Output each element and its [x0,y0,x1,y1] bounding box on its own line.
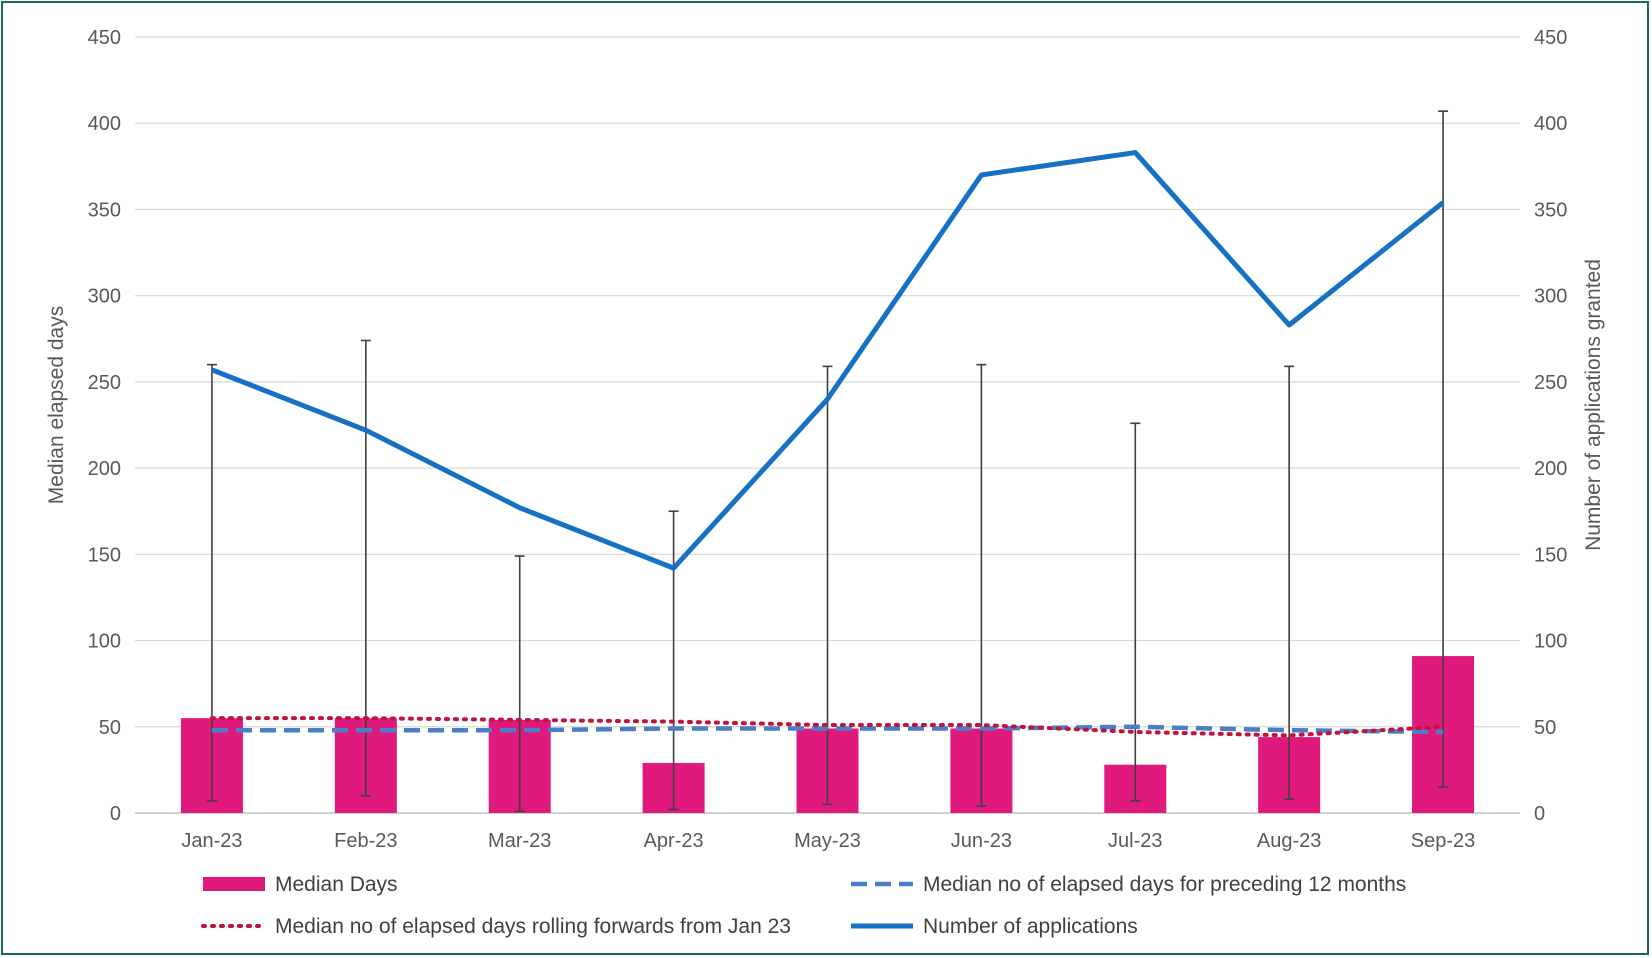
y-right-tick-label: 50 [1534,717,1556,739]
y-left-tick-label: 50 [99,717,121,739]
axis-ticks: 0 0 50 50 100 100 150 150 200 200 250 250 300 300 350 3… [88,27,1568,852]
legend-label: Median Days [275,873,398,896]
x-tick-label: Jul-23 [1108,830,1162,852]
x-tick-label: Apr-23 [644,830,704,852]
x-tick-label: Feb-23 [334,830,397,852]
y-left-tick-label: 450 [88,27,121,49]
y-right-tick-label: 350 [1534,199,1567,221]
y-left-tick-label: 250 [88,372,121,394]
x-tick-label: May-23 [794,830,861,852]
y-right-tick-label: 200 [1534,458,1567,480]
line-median-no-of-elapsed-days-for-preceding-12-months [211,724,1444,735]
legend-label: Median no of elapsed days rolling forwar… [275,915,791,938]
y-left-tick-label: 200 [88,458,121,480]
y-right-tick-label: 100 [1534,631,1567,653]
y-right-tick-label: 150 [1534,544,1567,566]
y-right-tick-label: 250 [1534,372,1567,394]
y-left-tick-label: 150 [88,544,121,566]
y-axis-right-title: Number of applications granted [1582,259,1605,551]
line-median-no-of-elapsed-days-rolling-forwards-from-jan-23 [209,716,1446,738]
y-axis-left-title: Median elapsed days [45,306,68,504]
line-series [209,150,1446,738]
y-left-tick-label: 100 [88,631,121,653]
legend-swatch-bar [203,877,265,891]
x-tick-label: Jun-23 [951,830,1012,852]
y-right-tick-label: 400 [1534,113,1567,135]
y-right-tick-label: 450 [1534,27,1567,49]
x-tick-label: Sep-23 [1411,830,1476,852]
y-left-tick-label: 0 [110,803,121,825]
y-left-tick-label: 400 [88,113,121,135]
y-left-tick-label: 300 [88,286,121,308]
y-right-tick-label: 300 [1534,286,1567,308]
line-number-of-applications [211,150,1445,571]
x-tick-label: Jan-23 [181,830,242,852]
y-left-tick-label: 350 [88,199,121,221]
x-tick-label: Mar-23 [488,830,551,852]
error-bars [206,110,1449,813]
x-tick-label: Aug-23 [1257,830,1322,852]
legend: Median Days Median no of elapsed days for… [201,873,1406,938]
legend-label: Median no of elapsed days for preceding … [923,873,1406,896]
combo-chart: 0 0 50 50 100 100 150 150 200 200 250 250 300 300 350 3… [45,27,1605,938]
y-right-tick-label: 0 [1534,803,1545,825]
legend-label: Number of applications [923,915,1138,938]
